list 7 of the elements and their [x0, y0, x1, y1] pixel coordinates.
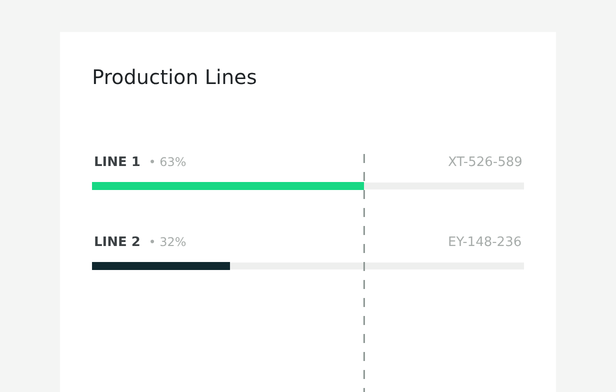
- data-label: • 32%: [148, 235, 186, 249]
- data-label: • 63%: [148, 155, 186, 169]
- chart-title: Production Lines: [92, 65, 257, 89]
- annotation: EY-148-236: [448, 235, 522, 250]
- y-tick-label: LINE 2: [94, 235, 140, 250]
- y-tick-label: LINE 1: [94, 155, 140, 170]
- annotation: XT-526-589: [448, 155, 522, 170]
